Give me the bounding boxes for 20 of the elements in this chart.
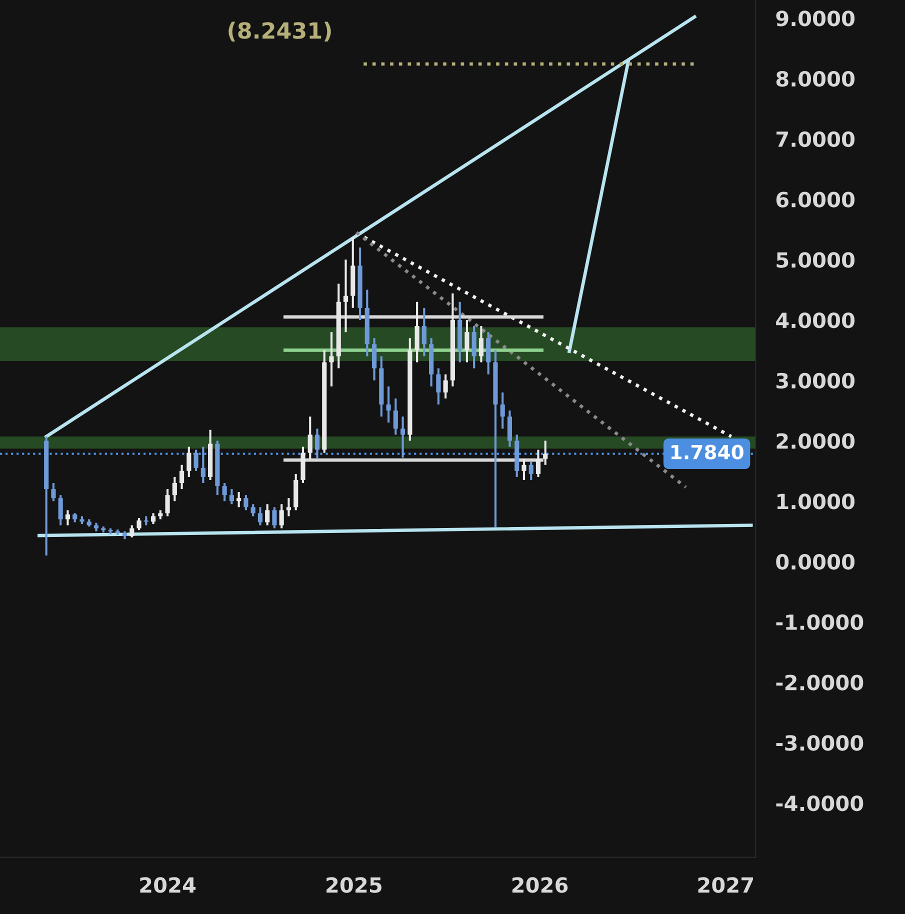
x-tick-label: 2026 bbox=[512, 877, 568, 893]
x-tick-label: 2027 bbox=[698, 877, 753, 893]
annotation: (8.2431) bbox=[228, 22, 331, 42]
y-tick-label: 9.0000 bbox=[776, 10, 855, 26]
y-tick-label: -1.0000 bbox=[776, 614, 864, 630]
y-tick-label: -4.0000 bbox=[776, 795, 864, 812]
y-tick-label: 0.0000 bbox=[776, 554, 855, 570]
x-tick-label: 2024 bbox=[140, 877, 196, 893]
y-tick-label: 1.0000 bbox=[777, 494, 855, 510]
y-tick-label: 8.0000 bbox=[776, 70, 855, 87]
y-tick-label: -2.0000 bbox=[776, 674, 864, 690]
y-tick-label: 3.0000 bbox=[776, 372, 855, 389]
y-tick-label: 2.0000 bbox=[776, 433, 855, 449]
x-tick-label: 2025 bbox=[326, 877, 382, 893]
y-tick-label: 6.0000 bbox=[776, 192, 855, 208]
ref-line-label: 1.7840 bbox=[672, 444, 744, 460]
y-tick-label: 7.0000 bbox=[776, 131, 855, 148]
y-tick-label: 4.0000 bbox=[776, 312, 855, 328]
y-tick-label: -3.0000 bbox=[776, 735, 864, 751]
y-tick-label: 5.0000 bbox=[776, 252, 855, 268]
